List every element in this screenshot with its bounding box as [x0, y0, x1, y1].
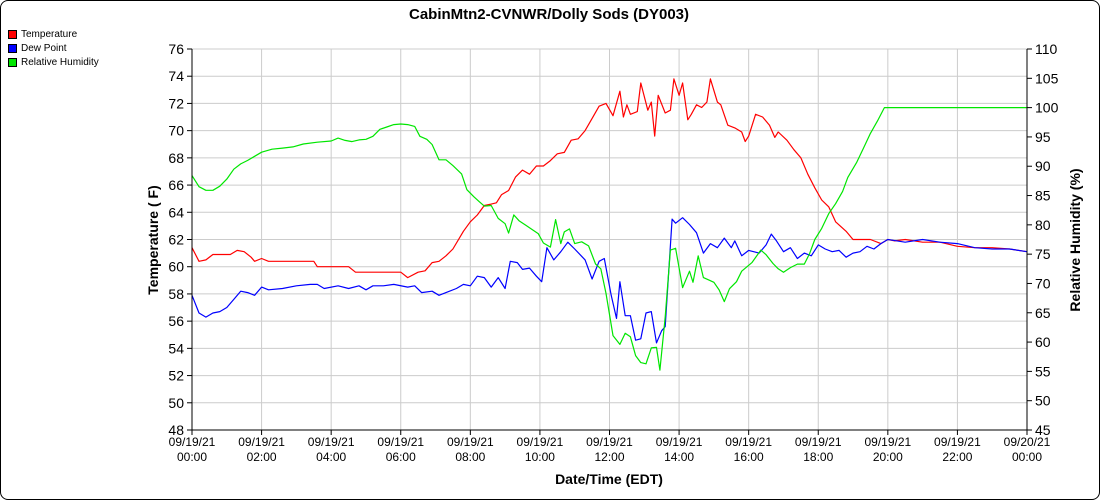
- legend-item-temperature: Temperature: [8, 27, 99, 41]
- x-tick-label-time: 14:00: [664, 450, 694, 464]
- x-tick-label-date: 09/19/21: [238, 435, 285, 449]
- y-tick-label-left: 48: [168, 422, 184, 438]
- x-tick-label-time: 04:00: [316, 450, 346, 464]
- temperature-line: [191, 78, 1028, 279]
- y-tick-label-left: 64: [168, 204, 184, 220]
- x-tick-label-time: 08:00: [455, 450, 485, 464]
- x-tick-label-time: 18:00: [803, 450, 833, 464]
- y-tick-label-left: 58: [168, 286, 184, 302]
- axes: 48 50 52 54 56 58 60 62 64 66 68 70 72 74 76 45 50 55 60 65…: [168, 41, 1058, 464]
- y-tick-label-left: 66: [168, 177, 184, 193]
- y-tick-label-right: 100: [1035, 100, 1059, 116]
- y-tick-label-right: 90: [1035, 158, 1051, 174]
- series-lines: [191, 78, 1028, 371]
- x-tick-label-date: 09/20/21: [1004, 435, 1051, 449]
- x-tick-label-date: 09/19/21: [377, 435, 424, 449]
- y-tick-label-right: 85: [1035, 188, 1051, 204]
- legend-item-relative-humidity: Relative Humidity: [8, 55, 99, 69]
- x-tick-label-date: 09/19/21: [586, 435, 633, 449]
- y-tick-label-right: 50: [1035, 393, 1051, 409]
- y-tick-label-left: 60: [168, 259, 184, 275]
- x-tick-label-time: 00:00: [177, 450, 207, 464]
- legend-swatch-temperature: [8, 29, 17, 39]
- y-tick-label-left: 56: [168, 313, 184, 329]
- legend-label-temperature: Temperature: [21, 28, 78, 40]
- y-tick-label-right: 65: [1035, 305, 1051, 321]
- y-tick-label-left: 76: [168, 41, 184, 57]
- x-tick-label-date: 09/19/21: [447, 435, 494, 449]
- x-tick-label-time: 10:00: [525, 450, 555, 464]
- x-tick-label-date: 09/19/21: [517, 435, 564, 449]
- x-tick-label-date: 09/19/21: [725, 435, 772, 449]
- x-tick-label-time: 16:00: [734, 450, 764, 464]
- y-tick-label-left: 52: [168, 368, 184, 384]
- x-tick-label-time: 20:00: [873, 450, 903, 464]
- y-tick-label-right: 80: [1035, 217, 1051, 233]
- y-tick-label-right: 60: [1035, 334, 1051, 350]
- x-tick-label-date: 09/19/21: [795, 435, 842, 449]
- x-tick-label-date: 09/19/21: [934, 435, 981, 449]
- x-tick-label-date: 09/19/21: [656, 435, 703, 449]
- y-tick-label-left: 70: [168, 123, 184, 139]
- legend-swatch-dew-point: [8, 43, 17, 53]
- y-tick-label-left: 54: [168, 340, 184, 356]
- relative-humidity-line: [191, 106, 1027, 371]
- legend-swatch-relative-humidity: [8, 57, 17, 67]
- legend-label-dew-point: Dew Point: [21, 42, 67, 54]
- legend-label-relative-humidity: Relative Humidity: [21, 56, 99, 68]
- x-tick-label-time: 06:00: [386, 450, 416, 464]
- x-tick-label-time: 02:00: [247, 450, 277, 464]
- y-tick-label-right: 110: [1035, 41, 1058, 57]
- y-tick-label-right: 45: [1035, 422, 1051, 438]
- y-tick-label-left: 50: [168, 395, 184, 411]
- y-tick-label-left: 62: [168, 232, 184, 248]
- x-tick-label-date: 09/19/21: [864, 435, 911, 449]
- y-tick-label-right: 55: [1035, 363, 1051, 379]
- y-tick-label-right: 95: [1035, 129, 1051, 145]
- y-tick-label-left: 68: [168, 150, 184, 166]
- x-tick-label-time: 00:00: [1012, 450, 1042, 464]
- y-tick-label-left: 72: [168, 95, 184, 111]
- y-tick-label-right: 105: [1035, 70, 1059, 86]
- y-tick-label-right: 70: [1035, 275, 1051, 291]
- y-tick-label-right: 75: [1035, 246, 1051, 262]
- legend-item-dew-point: Dew Point: [8, 41, 99, 55]
- x-tick-label-date: 09/19/21: [169, 435, 216, 449]
- dew-point-line: [191, 217, 1028, 344]
- legend: Temperature Dew Point Relative Humidity: [8, 27, 99, 69]
- y-axis-label-right: Relative Humidity (%): [1067, 168, 1083, 311]
- x-tick-label-date: 09/19/21: [308, 435, 355, 449]
- x-axis-label: Date/Time (EDT): [555, 471, 663, 487]
- x-tick-label-time: 22:00: [942, 450, 972, 464]
- chart-title: CabinMtn2-CVNWR/Dolly Sods (DY003): [409, 6, 689, 23]
- y-tick-label-left: 74: [168, 68, 184, 84]
- x-tick-label-time: 12:00: [594, 450, 624, 464]
- y-axis-label-left: Temperature ( F): [145, 185, 161, 294]
